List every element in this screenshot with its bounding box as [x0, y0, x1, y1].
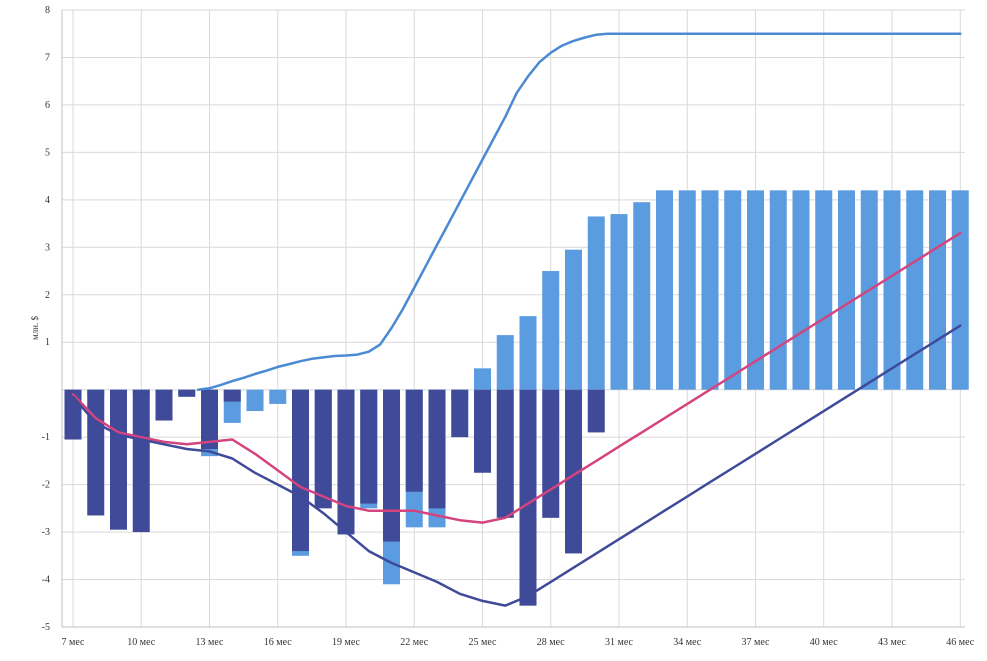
- x-tick-label: 10 мес: [127, 637, 156, 648]
- bar-light: [815, 190, 833, 390]
- bar-dark: [519, 389, 537, 606]
- bar-light: [246, 389, 264, 412]
- lines: [71, 32, 962, 607]
- x-tick-label: 25 мес: [469, 637, 498, 648]
- bar-light: [724, 190, 742, 390]
- y-tick-label: 7: [45, 52, 50, 63]
- bar-dark: [565, 389, 582, 554]
- bar-light: [951, 190, 969, 390]
- x-tick-label: 28 мес: [537, 637, 566, 648]
- bar-light: [701, 190, 719, 390]
- line-light-blue: [196, 32, 962, 391]
- bars: [64, 190, 969, 606]
- bar-dark: [110, 389, 127, 530]
- x-tick-label: 40 мес: [810, 637, 839, 648]
- bar-dark: [383, 389, 400, 542]
- y-tick-label: 1: [45, 337, 50, 348]
- x-tick-label: 22 мес: [400, 637, 429, 648]
- bar-light: [792, 190, 810, 390]
- bar-dark: [474, 389, 491, 473]
- y-tick-label: -4: [42, 575, 50, 586]
- bar-light: [769, 190, 787, 390]
- y-tick-label: -2: [42, 480, 50, 491]
- bar-dark: [428, 389, 446, 509]
- line-pink: [71, 231, 962, 524]
- bar-light: [474, 368, 491, 390]
- bar-light: [929, 190, 946, 390]
- y-tick-label: 6: [45, 100, 50, 111]
- bar-light: [838, 190, 855, 390]
- bar-light: [883, 190, 901, 390]
- bar-dark: [337, 389, 355, 535]
- y-axis-label: млн. $: [30, 316, 40, 341]
- bar-light: [496, 335, 514, 390]
- y-tick-label: 2: [45, 290, 50, 301]
- bar-dark: [360, 389, 378, 504]
- x-tick-label: 16 мес: [264, 637, 293, 648]
- bar-light: [906, 190, 924, 390]
- bar-dark: [496, 389, 514, 518]
- bar-dark: [178, 389, 196, 397]
- bar-dark: [292, 389, 309, 552]
- bar-dark: [132, 389, 150, 533]
- bar-dark: [87, 389, 105, 516]
- bar-light: [633, 202, 651, 390]
- bar-dark: [201, 389, 218, 450]
- bar-light: [747, 190, 764, 390]
- axes: -5 -4 -3 -2 -1 1 2 3 4 5 6 7 8 7 мес 10 мес 13 мес 16 ме…: [42, 5, 975, 648]
- bar-dark: [314, 389, 332, 509]
- y-tick-label: -3: [42, 527, 50, 538]
- bar-light: [269, 389, 287, 404]
- bar-light: [610, 214, 628, 390]
- x-tick-label: 43 мес: [878, 637, 907, 648]
- y-tick-label: 3: [45, 242, 50, 253]
- x-tick-label: 31 мес: [605, 637, 634, 648]
- bar-dark: [542, 389, 560, 518]
- bar-dark: [405, 389, 423, 492]
- bar-light: [587, 216, 605, 390]
- line-dark-blue: [71, 324, 962, 607]
- bar-light: [678, 190, 696, 390]
- x-tick-label: 13 мес: [196, 637, 225, 648]
- bar-dark: [451, 389, 469, 438]
- y-tick-label: 5: [45, 147, 50, 158]
- x-tick-label: 7 мес: [62, 637, 86, 648]
- bar-light: [656, 190, 673, 390]
- bar-light: [519, 316, 537, 390]
- bar-dark: [587, 389, 605, 433]
- bar-dark: [223, 389, 241, 402]
- y-tick-label: -5: [42, 622, 50, 633]
- y-tick-label: 8: [45, 5, 50, 16]
- bar-light: [542, 271, 560, 390]
- x-tick-label: 46 мес: [946, 637, 975, 648]
- x-tick-label: 34 мес: [673, 637, 702, 648]
- y-tick-label: 4: [45, 195, 50, 206]
- x-tick-label: 19 мес: [332, 637, 361, 648]
- x-tick-label: 37 мес: [742, 637, 771, 648]
- bar-light: [565, 249, 582, 390]
- bar-dark: [155, 389, 173, 421]
- y-tick-label: -1: [42, 432, 50, 443]
